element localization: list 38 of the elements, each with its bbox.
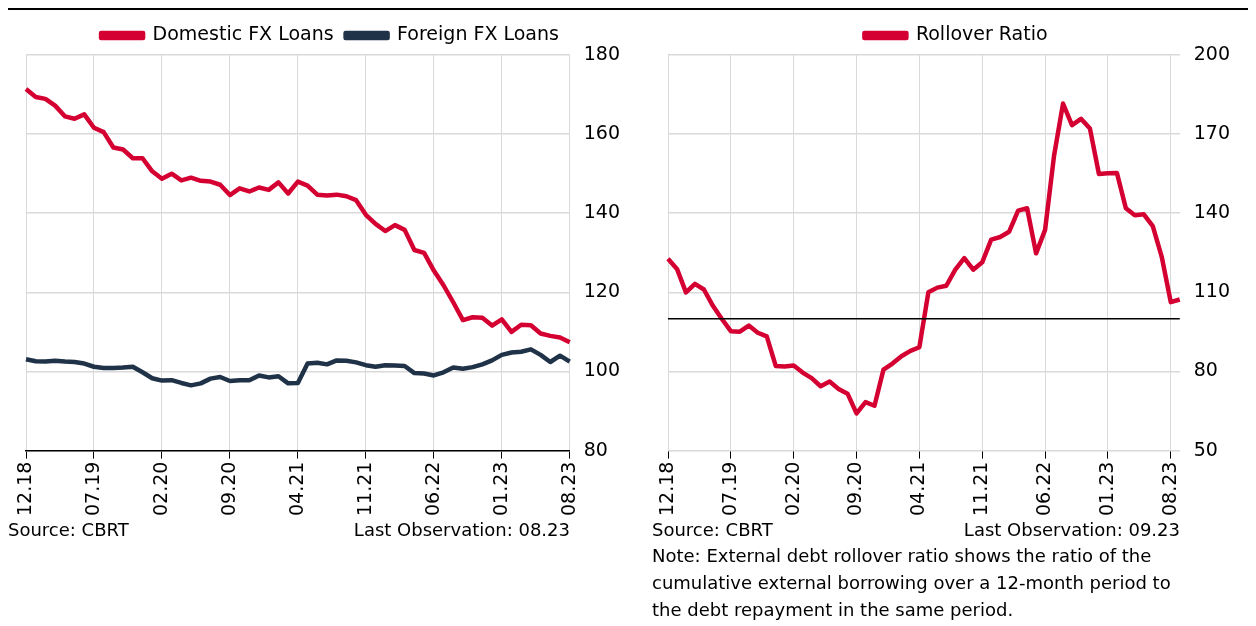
source-note: Source: CBRT — [8, 519, 129, 540]
x-tick-label: 04.21 — [284, 461, 307, 517]
y-tick-label: 160 — [583, 121, 620, 144]
text: Note: External debt rollover ratio shows the ratio of the cumulative external borrowing over a 12-month period to the debt repayment in the same period. — [651, 544, 1172, 622]
x-tick-label: 09.20 — [843, 461, 866, 517]
legend-label: Rollover Ratio — [915, 22, 1048, 45]
y-tick-label: 170 — [1193, 121, 1230, 144]
legend-label: Domestic FX Loans — [152, 22, 334, 45]
x-tick-label: 09.20 — [216, 461, 239, 517]
x-tick-label: 04.21 — [906, 461, 929, 517]
text: Last Observation: 08.23 — [353, 519, 570, 540]
x-tick-label: 01.23 — [1094, 461, 1117, 517]
x-tick-label: 02.20 — [780, 461, 803, 517]
x-tick-label: 01.23 — [488, 461, 511, 517]
x-tick-label: 12.18 — [12, 461, 35, 517]
legend-label: Foreign FX Loans — [397, 22, 559, 45]
x-tick-label: 08.23 — [1157, 461, 1180, 517]
x-tick-label: 06.22 — [1032, 461, 1055, 517]
y-tick-label: 120 — [583, 279, 620, 302]
source-note: Source: CBRT — [652, 519, 773, 540]
x-tick-label: 12.18 — [654, 461, 677, 517]
y-tick-label: 200 — [1193, 41, 1230, 64]
x-tick-label: 07.19 — [80, 461, 103, 517]
y-tick-label: 140 — [583, 200, 620, 223]
y-tick-label: 180 — [583, 41, 620, 64]
y-tick-label: 80 — [1193, 358, 1218, 381]
x-tick-label: 06.22 — [420, 461, 443, 517]
y-tick-label: 140 — [1193, 200, 1230, 223]
x-tick-label: 11.21 — [969, 461, 992, 517]
y-tick-label: 100 — [583, 358, 620, 381]
x-tick-label: 02.20 — [148, 461, 171, 517]
y-tick-label: 80 — [583, 437, 608, 460]
x-tick-label: 11.21 — [352, 461, 375, 517]
y-tick-label: 50 — [1193, 437, 1218, 460]
y-tick-label: 110 — [1193, 279, 1230, 302]
x-tick-label: 07.19 — [717, 461, 740, 517]
text: Last Observation: 09.23 — [963, 519, 1180, 540]
x-tick-label: 08.23 — [556, 461, 579, 517]
